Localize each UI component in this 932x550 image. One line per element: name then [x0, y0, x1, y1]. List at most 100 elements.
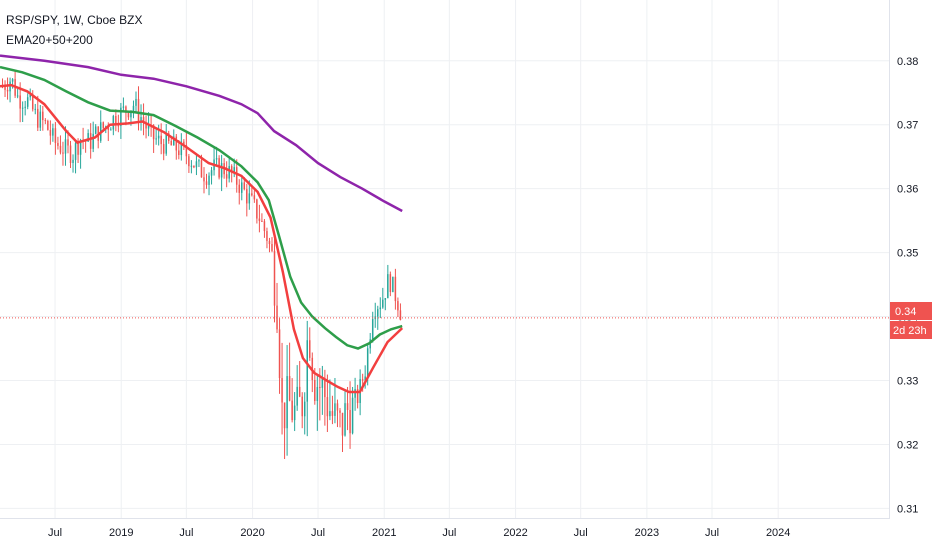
- candle-body: [170, 140, 173, 146]
- candle-body: [21, 107, 24, 109]
- candle-body: [278, 329, 281, 379]
- candle-body: [321, 379, 324, 388]
- candle-body: [52, 128, 54, 136]
- time-axis[interactable]: Jul 2019 Jul 2020 Jul 2021 Jul 2022 Jul 2023 Jul 20…: [48, 527, 790, 539]
- candle-body: [120, 107, 122, 126]
- candle-body: [203, 177, 205, 182]
- candle-body: [397, 301, 399, 311]
- time-tick-label: Jul: [442, 527, 456, 539]
- candle-body: [361, 379, 364, 381]
- candle-body: [288, 376, 291, 401]
- price-tick-label: 0.32: [897, 439, 918, 451]
- price-tick-label: 0.33: [897, 376, 918, 388]
- candle-body: [268, 240, 271, 245]
- candle-body: [301, 396, 303, 417]
- candle-body: [230, 166, 233, 173]
- candle-body: [392, 276, 394, 292]
- candle-body: [145, 122, 147, 129]
- candle-body: [137, 98, 140, 122]
- candle-body: [173, 136, 175, 146]
- chart-legend[interactable]: RSP/SPY, 1W, Cboe BZX EMA20+50+200: [6, 10, 143, 50]
- candle-body: [344, 403, 346, 436]
- price-tick-label: 0.36: [897, 184, 918, 196]
- candle-body: [132, 105, 135, 111]
- candle-body: [377, 309, 379, 317]
- candle-body: [281, 378, 283, 403]
- price-axis[interactable]: 0.31 0.32 0.33 0.34 0.35 0.36 0.37 0.38: [897, 56, 918, 516]
- candle-body: [42, 111, 44, 121]
- time-tick-label: 2021: [372, 527, 396, 539]
- candle-body: [309, 340, 311, 358]
- symbol-title[interactable]: RSP/SPY, 1W, Cboe BZX: [6, 13, 143, 27]
- candle-body: [107, 126, 110, 130]
- candle-body: [382, 299, 384, 308]
- candle-body: [89, 133, 92, 149]
- last-price-badge-bg: [890, 302, 932, 320]
- candle-body: [102, 122, 105, 129]
- candle-body: [62, 152, 64, 154]
- candle-body: [200, 160, 203, 178]
- candle-body: [291, 400, 293, 421]
- candle-body: [162, 144, 165, 154]
- time-tick-label: Jul: [48, 527, 62, 539]
- candle-body: [314, 380, 316, 402]
- candle-body: [19, 95, 21, 109]
- candle-body: [112, 116, 115, 130]
- candle-body: [180, 141, 183, 156]
- candle-body: [183, 141, 185, 146]
- candle-body: [296, 386, 298, 406]
- candle-body: [37, 108, 39, 128]
- candle-body: [243, 182, 246, 190]
- candle-body: [87, 133, 89, 142]
- time-tick-label: Jul: [179, 527, 193, 539]
- last-price-label: 0.34: [895, 306, 916, 318]
- candle-body: [261, 220, 263, 222]
- candle-body: [356, 389, 359, 403]
- time-tick-label: Jul: [574, 527, 588, 539]
- candle-body: [293, 405, 296, 421]
- candle-body: [273, 250, 276, 306]
- candle-body: [225, 174, 228, 179]
- candle-body: [339, 410, 341, 413]
- candle-body: [74, 143, 77, 160]
- candle-body: [248, 193, 251, 204]
- candle-body: [228, 166, 230, 179]
- candle-body: [72, 159, 74, 163]
- candle-body: [64, 139, 67, 154]
- candle-body: [399, 310, 402, 320]
- candle-body: [11, 79, 14, 82]
- candle-body: [341, 412, 344, 436]
- candle-body: [364, 376, 366, 381]
- candle-body: [94, 126, 97, 134]
- candle-body: [147, 124, 150, 129]
- candle-body: [125, 106, 127, 113]
- candle-body: [47, 120, 49, 130]
- candle-body: [49, 129, 52, 136]
- candle-body: [329, 411, 331, 417]
- candle-body: [167, 133, 170, 141]
- price-tick-label: 0.31: [897, 503, 918, 515]
- candle-body: [152, 125, 155, 140]
- candle-body: [276, 305, 278, 330]
- candle-body: [283, 402, 286, 429]
- candle-body: [54, 128, 57, 143]
- candle-body: [4, 86, 6, 90]
- candle-body: [57, 142, 59, 146]
- candle-body: [371, 319, 374, 340]
- candle-body: [208, 175, 210, 185]
- candle-body: [127, 112, 130, 118]
- time-tick-label: Jul: [705, 527, 719, 539]
- candle-body: [142, 117, 145, 123]
- candle-body: [263, 221, 266, 232]
- candle-body: [303, 401, 306, 417]
- countdown-label: 2d 23h: [893, 325, 927, 337]
- price-tick-label: 0.35: [897, 248, 918, 260]
- countdown-badge: 2d 23h: [890, 321, 932, 339]
- indicator-title[interactable]: EMA20+50+200: [6, 33, 93, 47]
- candle-body: [24, 106, 26, 108]
- candle-body: [326, 397, 329, 417]
- candle-body: [298, 386, 301, 397]
- candle-body: [185, 145, 188, 157]
- candle-body: [331, 411, 334, 416]
